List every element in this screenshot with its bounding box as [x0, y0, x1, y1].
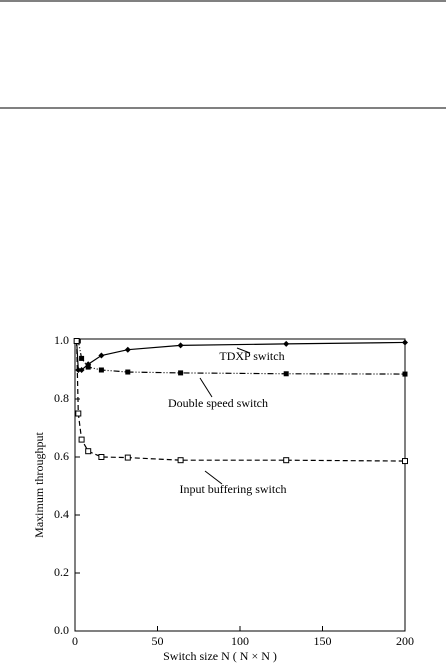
- data-point: [124, 346, 131, 353]
- data-point: [283, 340, 290, 347]
- data-point: [79, 355, 85, 361]
- data-point: [402, 458, 408, 465]
- y-tick-label: 0.8: [54, 391, 69, 405]
- x-tick-label: 50: [152, 634, 164, 648]
- y-tick-label: 1.0: [54, 333, 69, 347]
- series-line: [76, 340, 406, 462]
- data-point: [98, 352, 105, 359]
- y-tick-label: 0.2: [54, 565, 69, 579]
- leader-line: [199, 377, 213, 398]
- data-point: [78, 367, 85, 373]
- x-tick-label: 0: [72, 634, 78, 648]
- data-point: [125, 369, 131, 375]
- data-point: [98, 454, 105, 460]
- leader-line: [204, 470, 223, 485]
- data-point: [177, 457, 184, 464]
- x-tick-label: 150: [314, 634, 332, 648]
- data-point: [78, 436, 85, 443]
- series-annotation: TDXP switch: [219, 349, 284, 363]
- data-point: [283, 371, 289, 377]
- data-point: [73, 338, 80, 344]
- y-tick-label: 0.4: [54, 507, 69, 521]
- y-tick-label: 0.0: [54, 623, 69, 637]
- x-tick-label: 200: [396, 634, 414, 648]
- data-point: [75, 410, 82, 417]
- y-axis-label: Maximum throughput: [32, 432, 46, 538]
- x-tick-label: 100: [231, 634, 249, 648]
- data-point: [85, 448, 92, 455]
- x-axis-label: Switch size N ( N × N ): [163, 649, 277, 663]
- series-annotation: Double speed switch: [168, 396, 268, 410]
- data-point: [124, 454, 131, 461]
- data-point: [98, 367, 104, 373]
- data-point: [283, 457, 290, 464]
- data-point: [402, 371, 408, 377]
- data-point: [85, 364, 91, 370]
- series-annotation: Input buffering switch: [179, 482, 286, 496]
- leader-line: [236, 347, 251, 354]
- data-point: [402, 339, 408, 346]
- data-point: [177, 342, 184, 349]
- data-point: [178, 370, 184, 376]
- y-tick-label: 0.6: [54, 449, 69, 463]
